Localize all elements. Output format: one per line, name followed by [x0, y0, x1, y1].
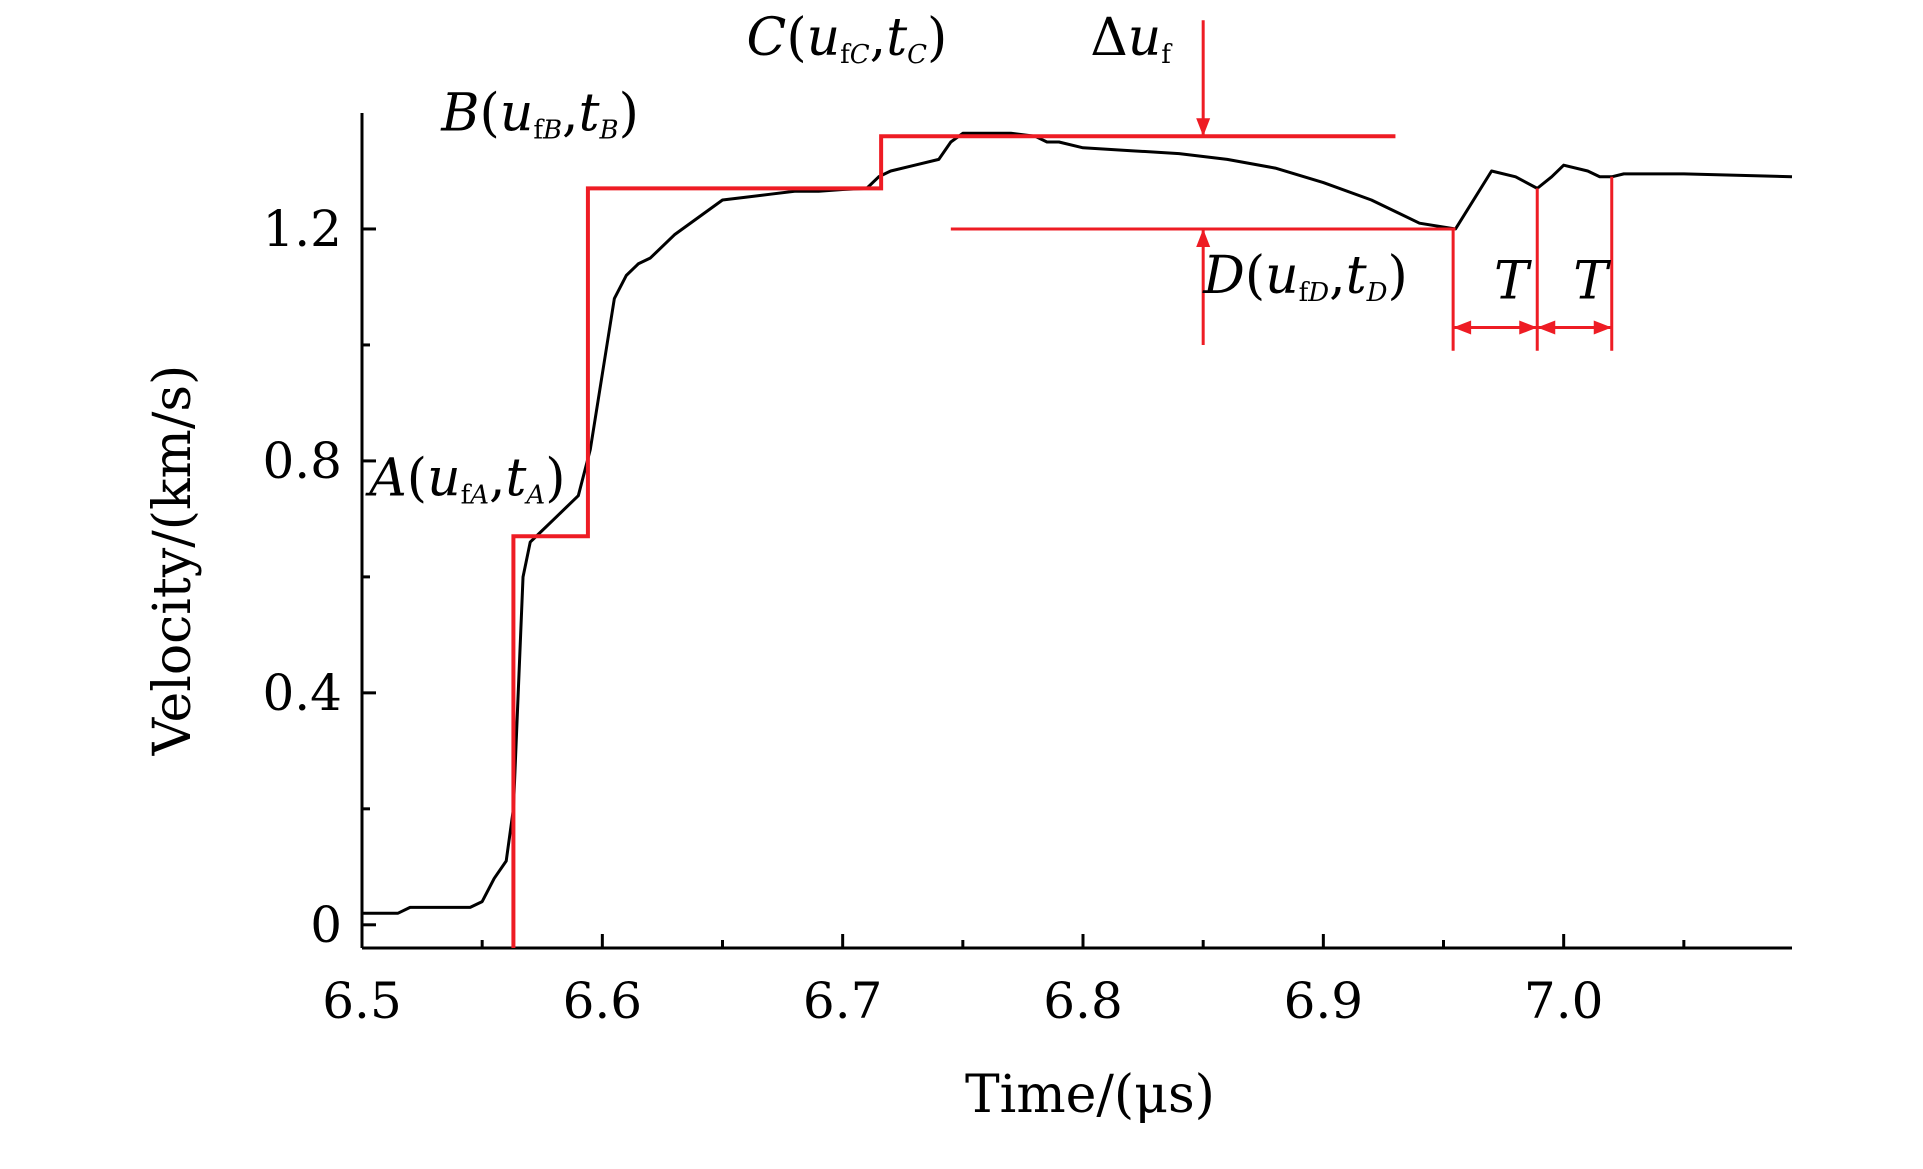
y-tick-label: 0 [310, 896, 342, 954]
arrow-head [1196, 228, 1211, 247]
x-tick-label: 6.9 [1284, 972, 1364, 1030]
x-tick-label: 6.5 [322, 972, 402, 1030]
arrow-head [1593, 320, 1612, 335]
x-tick-label: 6.7 [803, 972, 883, 1030]
series-layer [362, 20, 1793, 948]
y-tick-label: 0.8 [262, 432, 342, 490]
annotation-T2: T [1573, 252, 1611, 312]
annotation-D: D(ufD,tD) [1202, 246, 1408, 308]
y-axis-title: Velocity/(km/s) [143, 365, 203, 757]
annotation-T1: T [1494, 252, 1532, 312]
y-tick-label: 1.2 [262, 200, 342, 258]
x-axis-title: Time/(μs) [965, 1065, 1215, 1125]
annotation-B: B(ufB,tB) [440, 83, 639, 145]
annotation-C: C(ufC,tC) [747, 8, 948, 70]
x-tick-label: 6.6 [563, 972, 643, 1030]
arrow-head [1453, 320, 1472, 335]
measured-velocity-line [362, 131, 1793, 915]
y-tick-label: 0.4 [262, 664, 342, 722]
arrow-head [1519, 320, 1538, 335]
step-approximation-line [511, 134, 1396, 948]
x-tick-label: 7.0 [1524, 972, 1604, 1030]
annotation-A: A(ufA,tA) [365, 449, 565, 511]
annotation-du: Δuf [1090, 8, 1173, 70]
axes: 6.5 6.6 6.7 6.8 6.9 7.0 0 0.4 0.8 1.2 [262, 113, 1792, 1030]
x-tick-label: 6.8 [1043, 972, 1123, 1030]
annotation-layer: A(ufA,tA) B(ufB,tB) C(ufC,tC) D(ufD,tD) Δuf T… [365, 8, 1611, 511]
arrow-head [1196, 118, 1211, 137]
arrow-head [1537, 320, 1556, 335]
